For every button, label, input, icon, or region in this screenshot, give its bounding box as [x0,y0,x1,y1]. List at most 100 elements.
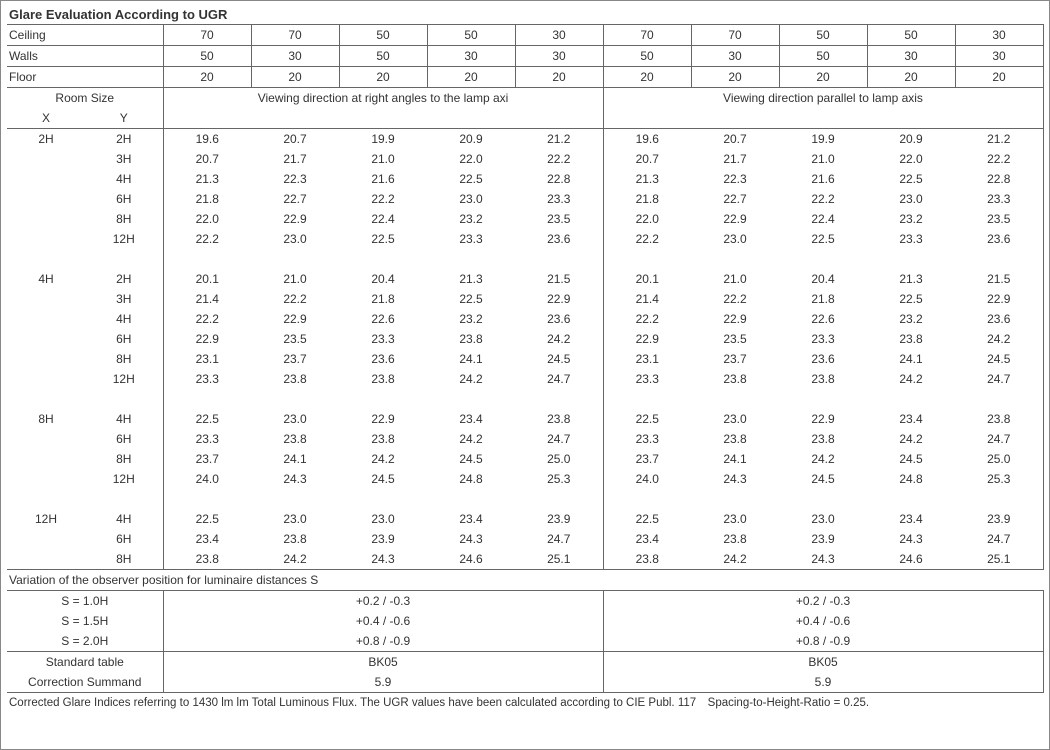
reflectance-value: 50 [163,46,251,67]
std-table-left: BK05 [163,652,603,673]
ugr-value: 20.7 [251,129,339,150]
ugr-value: 23.8 [339,429,427,449]
ugr-value: 22.5 [867,289,955,309]
ugr-value: 21.6 [779,169,867,189]
ugr-value: 24.1 [691,449,779,469]
ugr-value: 22.2 [251,289,339,309]
data-row: 6H23.423.823.924.324.723.423.823.924.324… [7,529,1043,549]
ugr-value: 24.2 [955,329,1043,349]
ugr-value: 23.3 [867,229,955,249]
blank [7,309,85,329]
ugr-value: 24.2 [867,369,955,389]
view-dir-left: Viewing direction at right angles to the… [163,88,603,109]
ugr-value: 23.1 [163,349,251,369]
corr-row: Correction Summand5.95.9 [7,672,1043,693]
ugr-value: 24.1 [867,349,955,369]
data-row: 8H4H22.523.022.923.423.822.523.022.923.4… [7,409,1043,429]
ugr-value: 21.2 [515,129,603,150]
ugr-value: 20.9 [427,129,515,150]
ugr-value: 24.2 [515,329,603,349]
ugr-value: 21.8 [339,289,427,309]
corr-right: 5.9 [603,672,1043,693]
reflectance-value: 20 [163,67,251,88]
std-table-row: Standard tableBK05BK05 [7,652,1043,673]
ugr-value: 21.4 [163,289,251,309]
ugr-value: 23.8 [339,369,427,389]
ugr-value: 23.4 [867,409,955,429]
ugr-value: 23.6 [955,309,1043,329]
blank [7,209,85,229]
ugr-value: 21.7 [251,149,339,169]
ugr-value: 23.0 [691,509,779,529]
ugr-value: 22.9 [339,409,427,429]
variation-left: +0.4 / -0.6 [163,611,603,631]
data-row: 12H4H22.523.023.023.423.922.523.023.023.… [7,509,1043,529]
ugr-value: 21.2 [955,129,1043,150]
room-y: 12H [85,229,163,249]
reflectance-value: 70 [163,25,251,46]
ugr-value: 21.8 [603,189,691,209]
reflectance-value: 30 [515,25,603,46]
ugr-value: 23.6 [779,349,867,369]
data-row: 4H22.222.922.623.223.622.222.922.623.223… [7,309,1043,329]
room-y: 8H [85,549,163,570]
room-x: 4H [7,269,85,289]
data-row: 3H20.721.721.022.022.220.721.721.022.022… [7,149,1043,169]
room-y: 6H [85,189,163,209]
ugr-value: 23.7 [251,349,339,369]
room-y: 8H [85,349,163,369]
ugr-value: 22.2 [163,229,251,249]
ugr-value: 23.3 [163,429,251,449]
reflectance-value: 30 [955,25,1043,46]
ugr-value: 21.6 [339,169,427,189]
ugr-value: 21.4 [603,289,691,309]
y-label: Y [85,108,163,129]
ugr-value: 23.2 [867,309,955,329]
ugr-value: 25.1 [955,549,1043,570]
room-y: 4H [85,309,163,329]
ugr-value: 23.3 [603,429,691,449]
data-row: 2H2H19.620.719.920.921.219.620.719.920.9… [7,129,1043,150]
ugr-value: 23.8 [779,369,867,389]
ugr-value: 21.5 [515,269,603,289]
ugr-value: 24.7 [955,529,1043,549]
reflectance-value: 20 [691,67,779,88]
ugr-value: 23.0 [691,409,779,429]
ugr-value: 22.2 [779,189,867,209]
variation-label: S = 2.0H [7,631,163,652]
ugr-value: 23.8 [691,369,779,389]
variation-right: +0.8 / -0.9 [603,631,1043,652]
ugr-value: 24.5 [427,449,515,469]
ugr-value: 23.0 [427,189,515,209]
ugr-value: 22.2 [339,189,427,209]
ugr-value: 24.7 [955,369,1043,389]
ugr-value: 24.2 [867,429,955,449]
variation-left: +0.8 / -0.9 [163,631,603,652]
ugr-value: 21.3 [427,269,515,289]
ugr-value: 24.5 [515,349,603,369]
blank [7,329,85,349]
reflectance-value: 70 [603,25,691,46]
ugr-value: 24.7 [515,429,603,449]
blank [7,549,85,570]
xy-label-row: XY [7,108,1043,129]
ugr-value: 22.9 [691,309,779,329]
room-y: 3H [85,149,163,169]
ugr-value: 21.0 [251,269,339,289]
footnote: Corrected Glare Indices referring to 143… [7,693,1043,709]
ugr-value: 21.3 [867,269,955,289]
ugr-value: 20.4 [339,269,427,289]
ugr-value: 23.3 [779,329,867,349]
ugr-value: 23.5 [955,209,1043,229]
ugr-value: 23.4 [867,509,955,529]
ugr-value: 20.7 [691,129,779,150]
ugr-value: 22.9 [251,209,339,229]
ugr-value: 23.8 [603,549,691,570]
reflectance-row: Walls50305030305030503030 [7,46,1043,67]
ugr-value: 23.8 [779,429,867,449]
ugr-value: 22.9 [603,329,691,349]
data-row: 8H23.824.224.324.625.123.824.224.324.625… [7,549,1043,570]
ugr-value: 24.5 [867,449,955,469]
reflectance-value: 70 [251,25,339,46]
reflectance-value: 30 [691,46,779,67]
